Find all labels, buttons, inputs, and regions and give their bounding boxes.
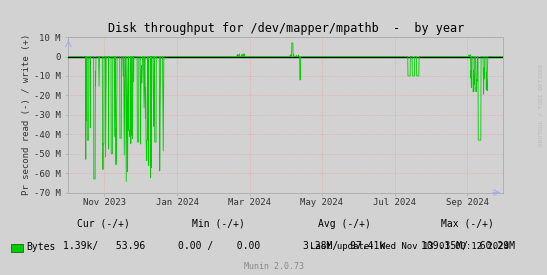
- Text: 109.35M/  60.29M: 109.35M/ 60.29M: [421, 241, 515, 251]
- Text: Avg (-/+): Avg (-/+): [318, 219, 371, 229]
- Text: Min (-/+): Min (-/+): [193, 219, 245, 229]
- Text: Max (-/+): Max (-/+): [441, 219, 494, 229]
- Title: Disk throughput for /dev/mapper/mpathb  -  by year: Disk throughput for /dev/mapper/mpathb -…: [108, 21, 464, 35]
- Text: RRDTOOL / TOBI OETIKER: RRDTOOL / TOBI OETIKER: [538, 63, 543, 146]
- Text: 1.39k/   53.96: 1.39k/ 53.96: [63, 241, 145, 251]
- Text: Cur (-/+): Cur (-/+): [78, 219, 130, 229]
- Text: Last update: Wed Nov 13 01:00:12 2024: Last update: Wed Nov 13 01:00:12 2024: [310, 242, 509, 251]
- Text: 3.28M/  97.41k: 3.28M/ 97.41k: [304, 241, 386, 251]
- Text: 0.00 /    0.00: 0.00 / 0.00: [178, 241, 260, 251]
- Text: Bytes: Bytes: [26, 243, 56, 252]
- Y-axis label: Pr second read (-) / write (+): Pr second read (-) / write (+): [22, 34, 31, 196]
- Text: Munin 2.0.73: Munin 2.0.73: [243, 262, 304, 271]
